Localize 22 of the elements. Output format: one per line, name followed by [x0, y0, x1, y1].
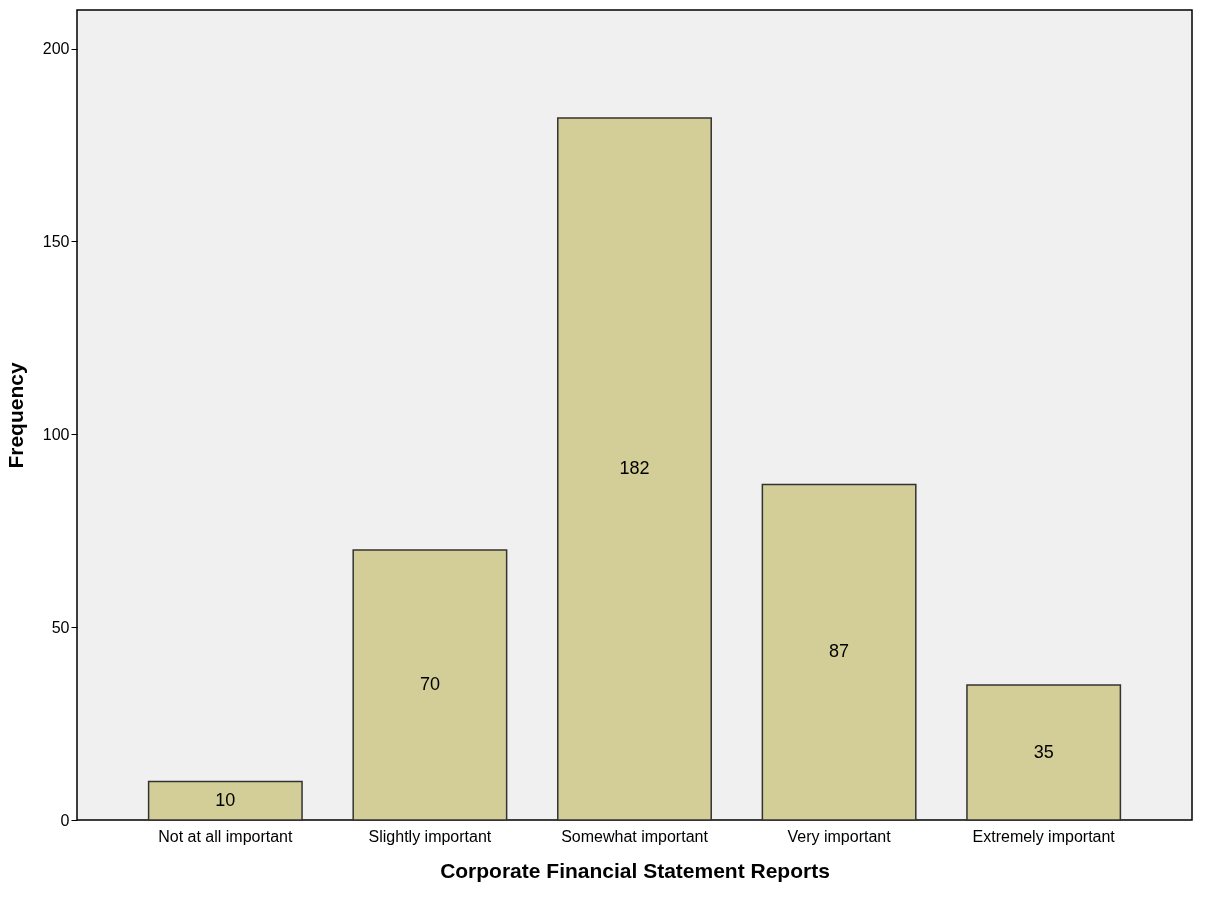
bar: [761, 483, 917, 821]
x-tick-label: Somewhat important: [561, 827, 709, 845]
bar: [352, 549, 508, 821]
x-tick-label: Very important: [787, 827, 892, 845]
data-label: 87: [829, 641, 850, 662]
x-tick-label: Extremely important: [972, 827, 1116, 845]
bar: [966, 684, 1122, 821]
data-label: 70: [419, 674, 440, 694]
y-tick-label: 150: [42, 232, 70, 250]
x-tick-label: Not at all important: [158, 827, 294, 845]
y-tick-label: 50: [51, 618, 70, 636]
bar: [557, 117, 712, 821]
y-axis-title: Frequency: [3, 362, 27, 469]
data-label: 182: [619, 458, 650, 478]
y-tick-label: 0: [60, 811, 70, 829]
y-tick-label: 100: [42, 425, 70, 443]
data-label: 10: [215, 789, 236, 810]
x-tick-label: Slightly important: [368, 827, 492, 845]
bar: [147, 780, 303, 821]
x-axis-title: Corporate Financial Statement Reports: [440, 858, 830, 882]
y-tick-label: 200: [42, 40, 70, 58]
data-label: 35: [1033, 741, 1054, 762]
